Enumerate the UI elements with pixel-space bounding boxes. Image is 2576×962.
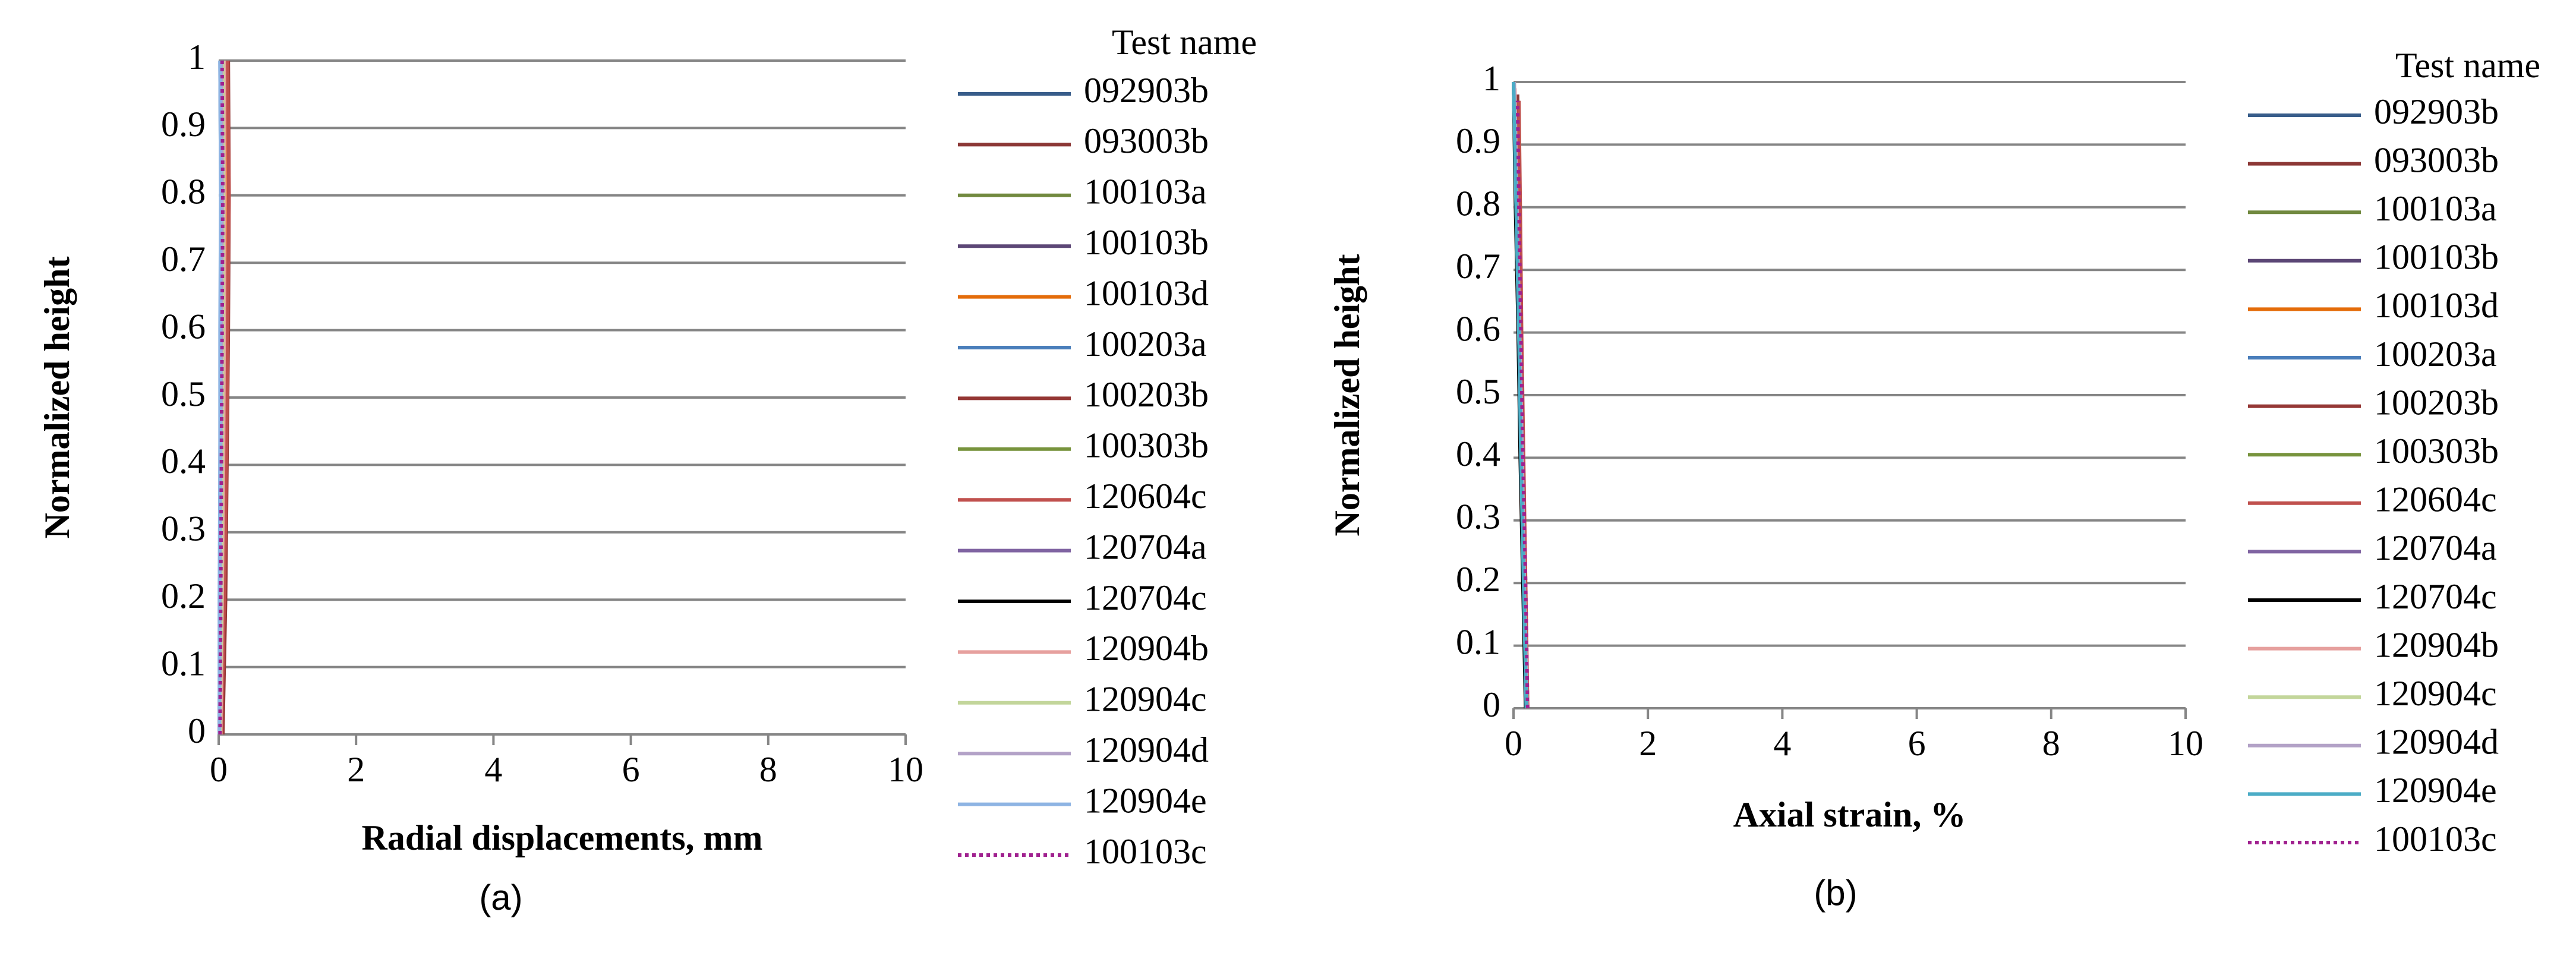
x-tick-label: 0	[1505, 724, 1522, 763]
y-tick-label: 0.6	[161, 307, 206, 346]
data-line	[218, 60, 225, 735]
legend-label: 120604c	[1084, 477, 1207, 516]
y-tick-label: 1	[188, 37, 206, 77]
caption: (a)	[479, 878, 522, 917]
legend-label: 100203a	[1084, 324, 1207, 364]
legend-label: 120604c	[2374, 480, 2497, 519]
legend-label: 100103b	[2374, 238, 2499, 277]
y-tick-label: 0.7	[1456, 247, 1500, 286]
data-line	[1512, 81, 1528, 709]
legend-label: 120904c	[2374, 674, 2497, 713]
legend-label: 100203a	[2374, 335, 2497, 374]
y-tick-label: 0.2	[161, 576, 206, 616]
x-tick-label: 6	[1908, 724, 1926, 763]
legend-label: 100203b	[2374, 383, 2499, 422]
x-tick-label: 6	[622, 750, 640, 789]
y-axis-label: Normalized height	[1328, 254, 1367, 537]
legend-label: 120904d	[2374, 723, 2499, 762]
legend-label: 100103b	[1084, 223, 1209, 262]
y-tick-label: 0.3	[1456, 497, 1500, 537]
legend-label: 120704c	[2374, 577, 2497, 616]
y-tick-label: 0.3	[161, 509, 206, 548]
y-tick-label: 0.2	[1456, 560, 1500, 599]
x-tick-label: 0	[210, 750, 228, 789]
legend-label: 100103a	[2374, 189, 2497, 228]
legend-label: 100103d	[1084, 273, 1209, 313]
legend-label: 092903b	[1084, 71, 1209, 110]
legend-label: 120704c	[1084, 578, 1207, 617]
x-axis-label: Axial strain, %	[1733, 795, 1966, 834]
legend-label: 120904b	[1084, 629, 1209, 668]
legend-title: Test name	[2395, 46, 2540, 85]
y-tick-label: 0.5	[1456, 372, 1500, 411]
legend-label: 120704a	[1084, 527, 1207, 566]
y-tick-label: 0.8	[161, 172, 206, 212]
legend-label: 093003b	[2374, 140, 2499, 179]
legend-label: 092903b	[2374, 92, 2499, 131]
legend-label: 120904c	[1084, 680, 1207, 719]
y-tick-label: 0.7	[161, 239, 206, 279]
legend-label: 100303b	[2374, 431, 2499, 471]
x-tick-label: 8	[759, 750, 777, 789]
y-tick-label: 0.4	[161, 441, 206, 481]
legend-label: 100103c	[2374, 819, 2497, 859]
y-tick-label: 0.5	[161, 374, 206, 414]
x-tick-label: 4	[1773, 724, 1791, 763]
y-tick-label: 0.9	[1456, 121, 1500, 160]
legend-label: 100103d	[2374, 286, 2499, 325]
data-line	[219, 60, 231, 735]
y-tick-label: 0.1	[1456, 622, 1500, 661]
x-tick-label: 10	[2168, 724, 2203, 763]
y-tick-label: 0.1	[161, 644, 206, 683]
caption: (b)	[1814, 873, 1857, 913]
y-tick-label: 0	[1483, 685, 1500, 724]
x-tick-label: 2	[1639, 724, 1657, 763]
x-tick-label: 10	[888, 750, 923, 789]
x-tick-label: 2	[347, 750, 365, 789]
y-tick-label: 0.4	[1456, 434, 1500, 474]
y-tick-label: 0.9	[161, 105, 206, 144]
legend-label: 120904e	[1084, 781, 1207, 820]
legend-label: 120704a	[2374, 528, 2497, 567]
y-axis-label: Normalized height	[37, 257, 77, 539]
legend-label: 093003b	[1084, 121, 1209, 160]
x-tick-label: 4	[484, 750, 502, 789]
legend-label: 100103c	[1084, 832, 1207, 871]
x-tick-label: 8	[2042, 724, 2060, 763]
legend-label: 120904e	[2374, 771, 2497, 810]
y-tick-label: 0	[188, 711, 206, 750]
x-axis-label: Radial displacements, mm	[362, 818, 763, 857]
legend-label: 100203b	[1084, 375, 1209, 414]
legend-label: 120904b	[2374, 625, 2499, 664]
legend-title: Test name	[1112, 23, 1257, 62]
y-tick-label: 0.6	[1456, 309, 1500, 348]
legend-label: 120904d	[1084, 730, 1209, 769]
y-tick-label: 1	[1483, 59, 1500, 98]
legend-label: 100103a	[1084, 172, 1207, 212]
legend-label: 100303b	[1084, 426, 1209, 465]
y-tick-label: 0.8	[1456, 184, 1500, 223]
